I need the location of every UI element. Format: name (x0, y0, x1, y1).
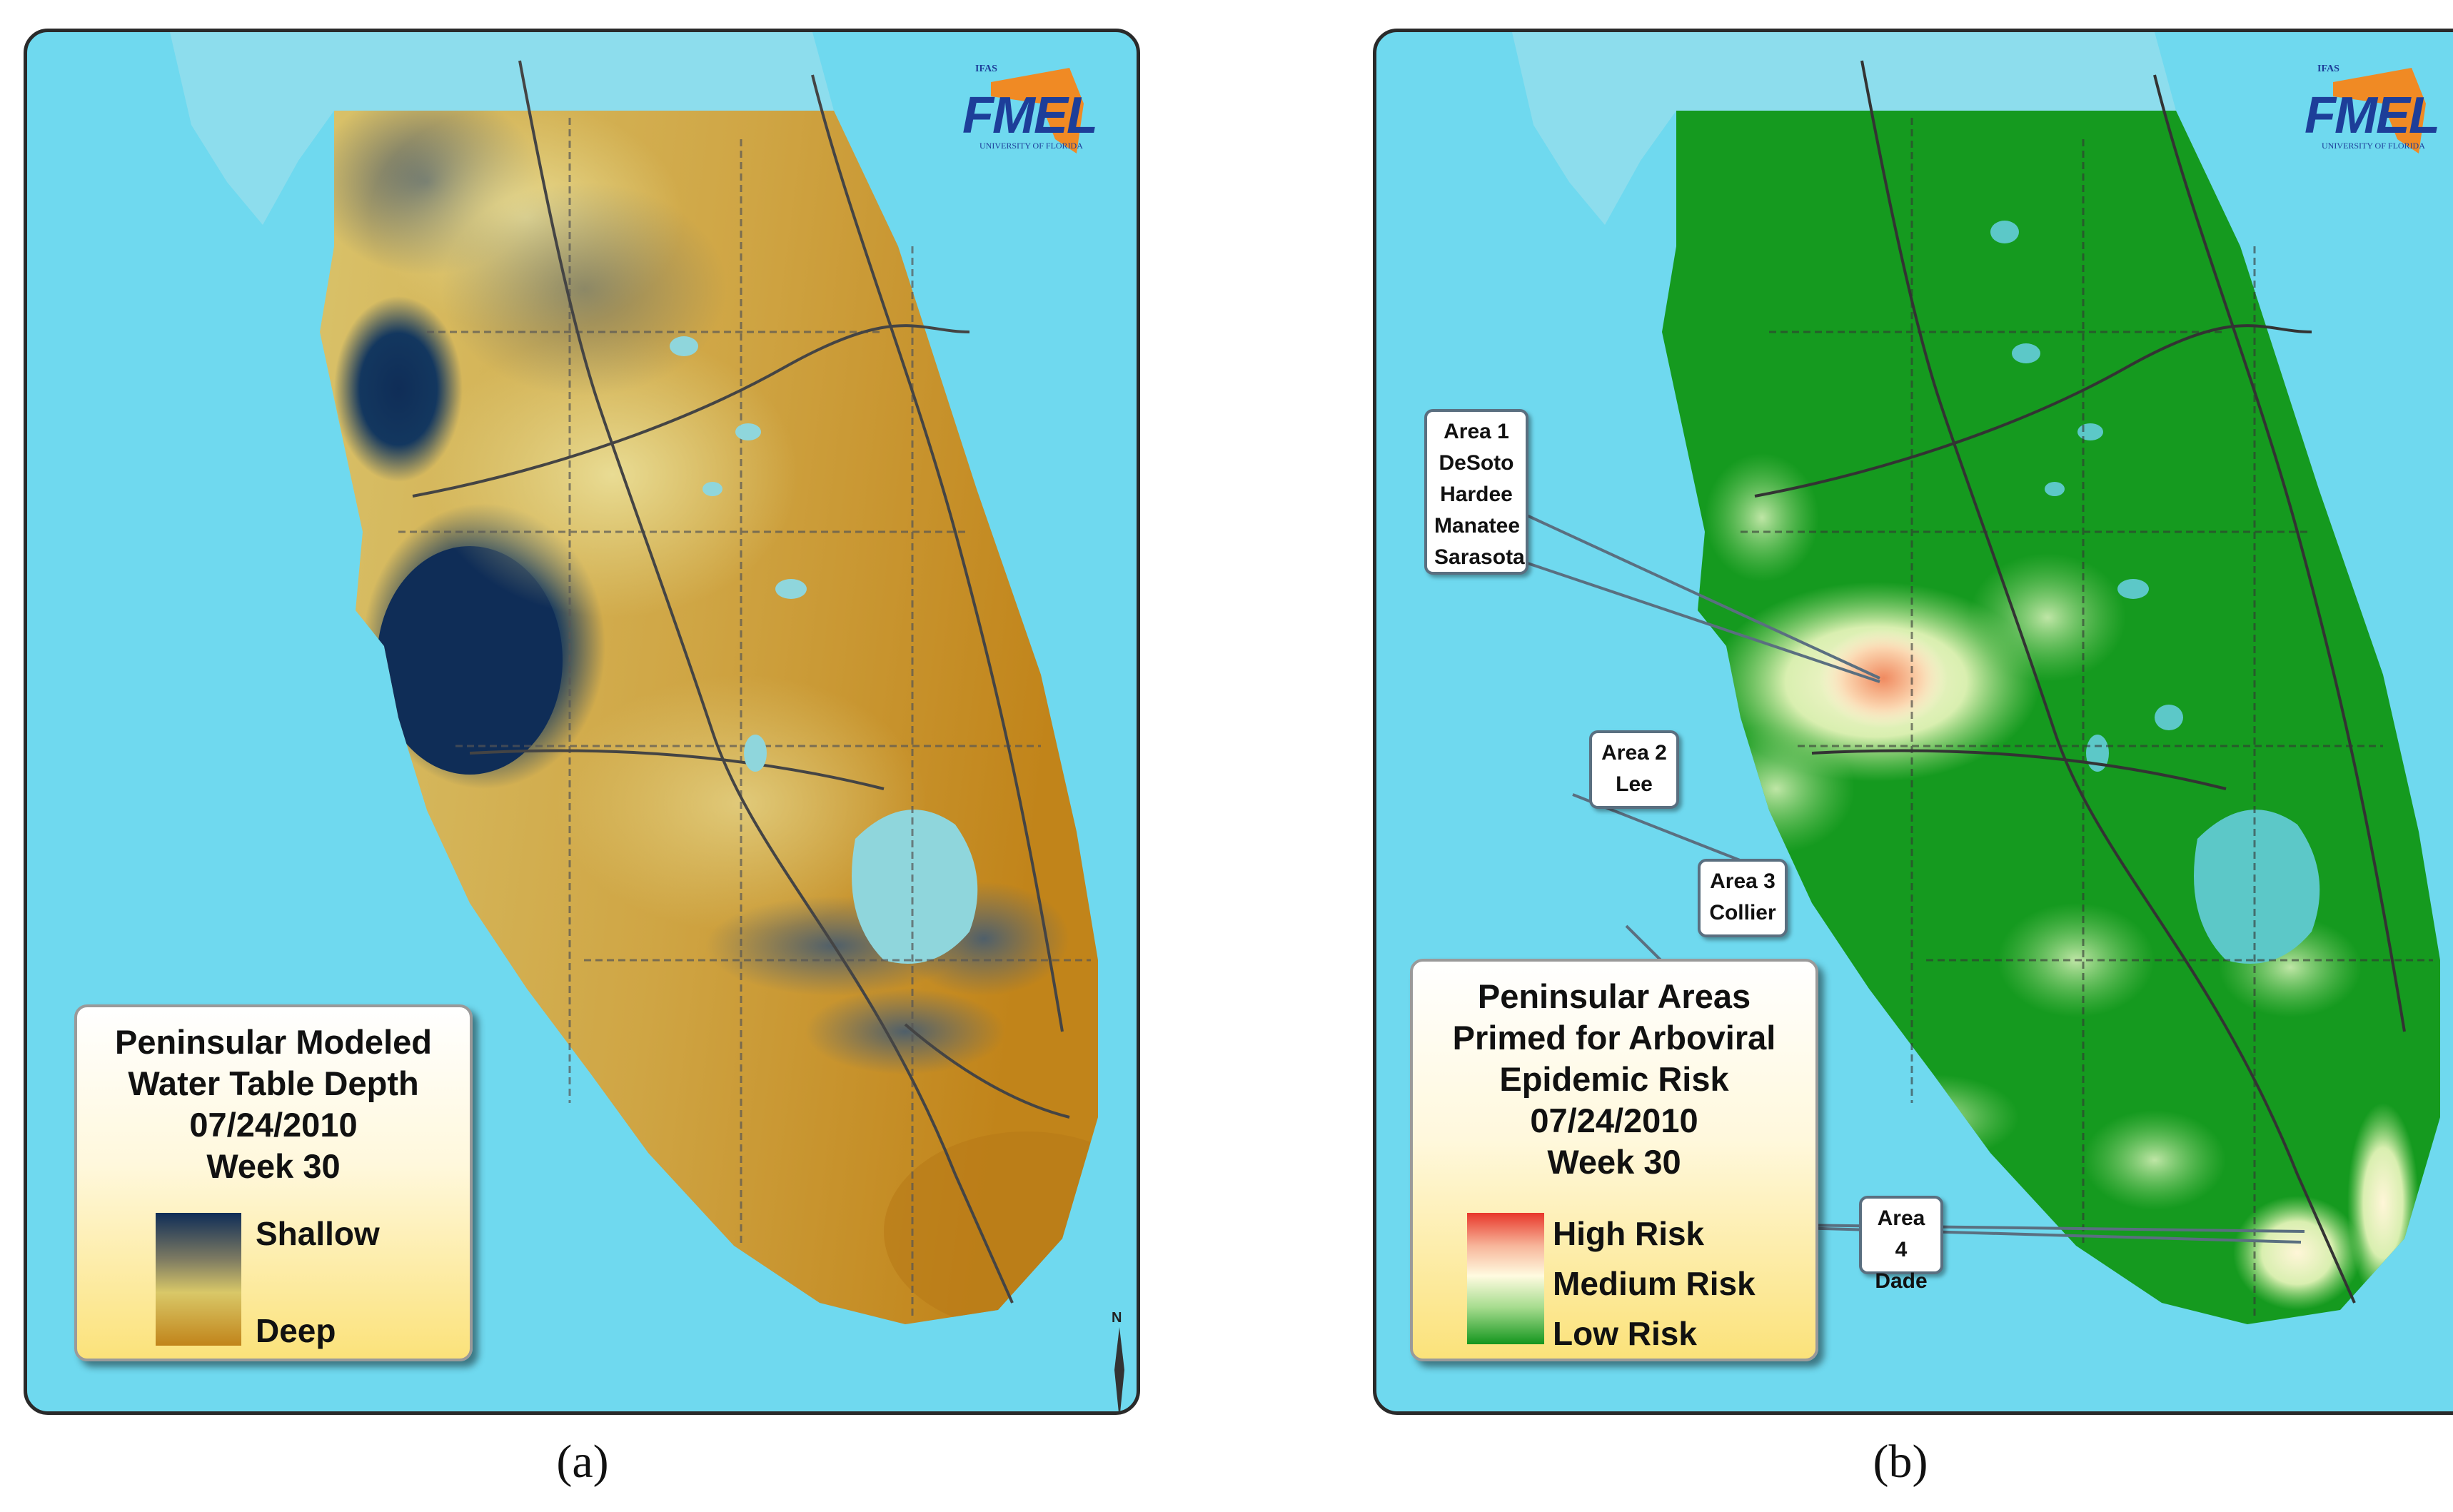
small-lakes (670, 336, 807, 772)
callout-area-4: Area 4 Dade (1859, 1196, 1943, 1293)
legend-title-line-5: Week 30 (1547, 1143, 1681, 1181)
callout-area-3: Area 3 Collier (1698, 859, 1788, 937)
northern-land-outline (170, 32, 834, 225)
depth-color-ramp (156, 1213, 241, 1346)
fmel-logo: IFAS FMEL UNIVERSITY OF FLORIDA (962, 61, 1098, 161)
legend-item-shallow: Shallow (256, 1215, 380, 1252)
legend-water-table: Peninsular Modeled Water Table Depth 07/… (74, 1004, 473, 1361)
legend-item-medium-risk: Medium Risk (1553, 1265, 1756, 1302)
lake-okeechobee (2194, 810, 2320, 964)
legend-title-line-4: Week 30 (206, 1147, 341, 1185)
county-boundaries (1741, 118, 2433, 1317)
caption-b: (b) (1873, 1436, 1928, 1488)
legend-title-line-4: 07/24/2010 (1530, 1102, 1698, 1139)
caption-a: (a) (556, 1436, 609, 1488)
fmel-logo: IFAS FMEL UNIVERSITY OF FLORIDA (2305, 61, 2440, 161)
legend-arboviral-risk: Peninsular Areas Primed for Arboviral Ep… (1410, 959, 1818, 1361)
legend-title-line-3: 07/24/2010 (189, 1106, 358, 1144)
risk-map (1512, 32, 2440, 1324)
legend-title-line-3: Epidemic Risk (1499, 1060, 1729, 1098)
callout-area-1: Area 1 DeSoto Hardee Manatee Sarasota (1424, 409, 1528, 575)
callout-area-2: Area 2 Lee (1589, 730, 1679, 809)
map-panel-water-table: IFAS FMEL UNIVERSITY OF FLORIDA N Penins… (24, 29, 1140, 1415)
legend-title-line-2: Primed for Arboviral (1452, 1019, 1776, 1057)
legend-item-deep: Deep (256, 1312, 336, 1349)
legend-title-line-1: Peninsular Areas (1477, 977, 1751, 1015)
north-arrow: N (1109, 1310, 1130, 1411)
map-panel-arboviral-risk: Area 1 DeSoto Hardee Manatee Sarasota Ar… (1373, 29, 2453, 1415)
northern-land-outline (1512, 32, 2176, 225)
legend-item-high-risk: High Risk (1553, 1215, 1705, 1252)
road-network (412, 60, 1070, 1304)
road-network (1754, 60, 2406, 1304)
risk-color-ramp (1467, 1213, 1544, 1344)
legend-title-line-1: Peninsular Modeled (115, 1023, 432, 1061)
legend-item-low-risk: Low Risk (1553, 1315, 1697, 1352)
water-table-map (170, 32, 1098, 1324)
legend-title-line-2: Water Table Depth (128, 1064, 419, 1102)
lake-okeechobee (852, 810, 978, 964)
